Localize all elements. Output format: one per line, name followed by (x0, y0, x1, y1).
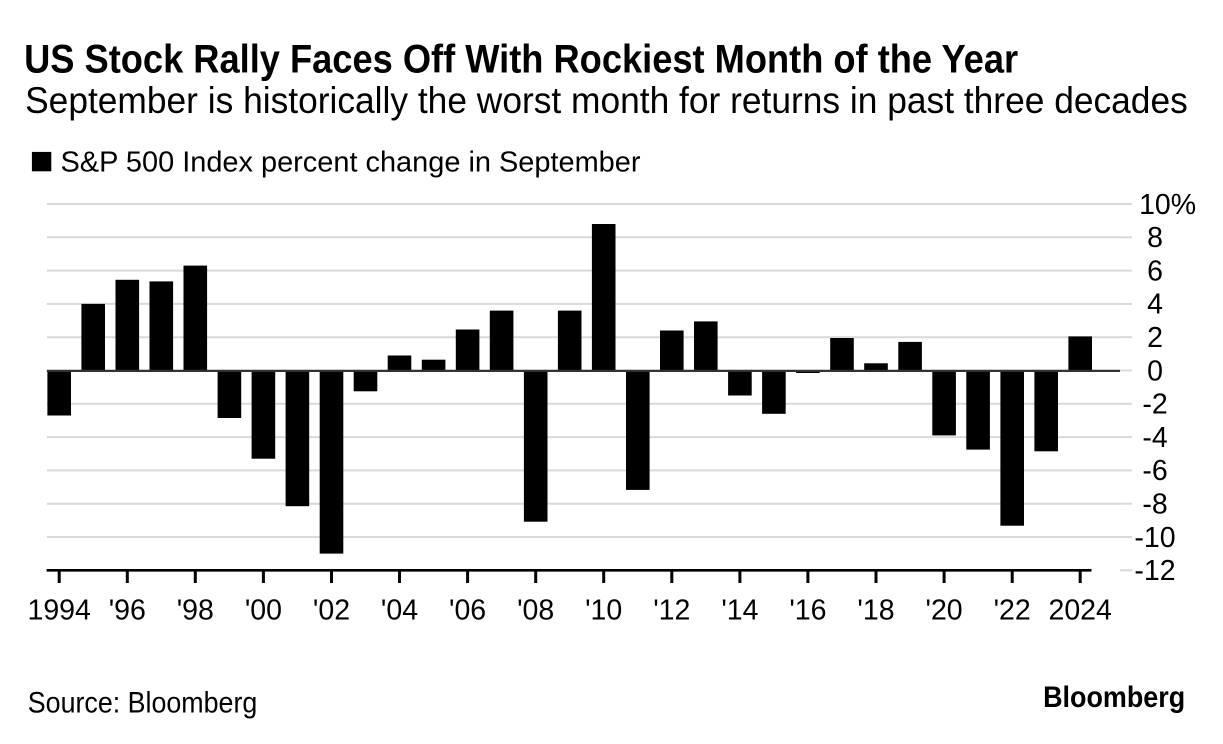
svg-text:'12: '12 (653, 594, 690, 626)
svg-text:10%: 10% (1139, 189, 1196, 221)
svg-text:Source: Bloomberg: Source: Bloomberg (28, 686, 257, 719)
svg-text:'22: '22 (994, 594, 1031, 626)
svg-text:'00: '00 (245, 594, 282, 626)
svg-text:2024: 2024 (1048, 594, 1112, 626)
svg-text:'18: '18 (857, 594, 894, 626)
svg-text:-8: -8 (1142, 489, 1167, 521)
svg-text:-4: -4 (1142, 422, 1167, 454)
svg-text:'96: '96 (109, 594, 146, 626)
svg-text:'14: '14 (721, 594, 758, 626)
svg-text:'04: '04 (381, 594, 418, 626)
svg-text:Bloomberg: Bloomberg (1043, 681, 1185, 714)
svg-text:'20: '20 (926, 594, 963, 626)
svg-text:-12: -12 (1134, 555, 1175, 587)
svg-text:-6: -6 (1142, 455, 1167, 487)
svg-text:'06: '06 (449, 594, 486, 626)
svg-text:8: 8 (1147, 222, 1163, 254)
svg-text:-10: -10 (1134, 522, 1175, 554)
svg-text:-2: -2 (1142, 389, 1167, 421)
svg-text:'98: '98 (177, 594, 214, 626)
svg-text:US Stock Rally Faces Off With: US Stock Rally Faces Off With Rockiest M… (24, 37, 1018, 81)
svg-text:4: 4 (1147, 289, 1163, 321)
svg-text:'02: '02 (313, 594, 350, 626)
svg-text:'08: '08 (517, 594, 554, 626)
svg-text:'10: '10 (585, 594, 622, 626)
svg-text:1994: 1994 (27, 594, 91, 626)
svg-text:0: 0 (1147, 355, 1163, 387)
svg-text:'16: '16 (789, 594, 826, 626)
svg-text:S&P 500 Index percent change i: S&P 500 Index percent change in Septembe… (61, 147, 642, 179)
svg-text:2: 2 (1147, 322, 1163, 354)
svg-text:September is historically the: September is historically the worst mont… (25, 79, 1188, 121)
svg-text:6: 6 (1147, 255, 1163, 287)
